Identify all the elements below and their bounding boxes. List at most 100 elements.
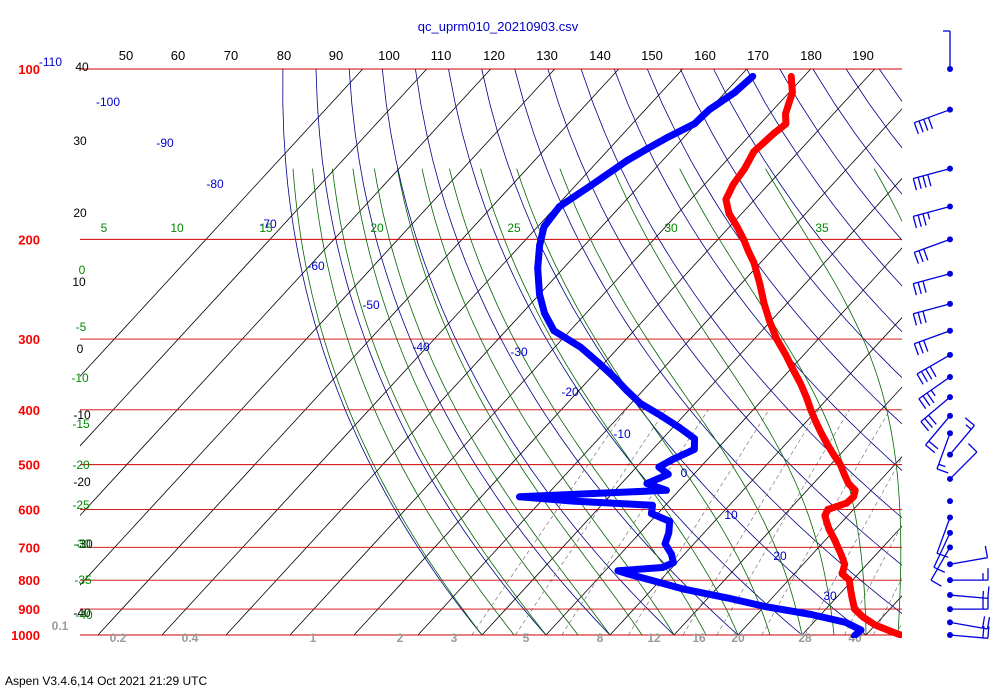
moist-adiabat-line <box>962 169 1000 635</box>
temperature-point <box>821 512 829 519</box>
mixing-ratio-label: 12 <box>647 631 661 645</box>
wind-barb-feather <box>967 443 978 453</box>
wind-barb-feather <box>912 283 918 296</box>
dewpoint-point <box>541 309 548 317</box>
wind-barb-feather <box>918 341 924 354</box>
dewpoint-point <box>637 400 644 407</box>
temperature-point <box>725 210 733 217</box>
top-axis-tick-label: 140 <box>589 48 611 63</box>
temperature-point <box>750 259 758 267</box>
left-axis-tick-label: -20 <box>73 475 91 489</box>
wind-barb-feather <box>913 122 920 135</box>
moist-adiabat-label: 25 <box>507 221 521 235</box>
wind-barb-feather <box>965 424 972 430</box>
sounding-series <box>516 72 902 638</box>
dewpoint-point <box>666 518 674 525</box>
dry-adiabat-line <box>282 68 483 636</box>
dewpoint-point <box>760 602 768 610</box>
wind-barb-feather <box>925 368 933 380</box>
mixing-ratio-label: 20 <box>731 631 745 645</box>
isotherm-label: -80 <box>206 177 224 191</box>
mixing-ratio-label: 0.4 <box>182 631 199 645</box>
dewpoint-point <box>675 424 683 431</box>
dry-adiabat-line <box>514 68 902 615</box>
top-axis-tick-label: -110 <box>39 55 62 69</box>
wind-barb-feather <box>987 586 990 599</box>
wind-barb-staff <box>913 303 951 315</box>
wind-barb-staff <box>914 109 951 124</box>
dewpoint-point <box>657 412 665 420</box>
wind-barb-feather <box>982 590 985 598</box>
wind-barb-feather <box>917 214 922 227</box>
wind-barb-feather <box>912 178 918 191</box>
temperature-point <box>825 525 833 533</box>
dewpoint-point <box>842 618 849 626</box>
dewpoint-point <box>680 585 688 593</box>
temperature-point <box>722 196 730 203</box>
temperature-point <box>740 235 747 243</box>
dewpoint-point <box>669 559 677 567</box>
dry-adiabat-line <box>646 68 902 425</box>
temperature-point <box>834 543 842 551</box>
isotherm-label: 0 <box>681 466 688 480</box>
wind-barb-station <box>947 498 953 505</box>
isotherm-line <box>80 68 556 586</box>
moist-adiabat-line <box>559 168 803 636</box>
wind-barb-feather <box>936 468 949 474</box>
moist-adiabat-line <box>765 168 902 636</box>
isotherm-label: -90 <box>156 136 174 150</box>
wind-barb-feather <box>923 340 929 352</box>
wind-barb-feather <box>922 395 931 407</box>
wind-barb-staff <box>949 621 988 630</box>
wind-barb-feather <box>933 566 946 573</box>
mixing-ratio-line <box>970 410 1000 635</box>
dry-adiabat-line <box>878 68 902 103</box>
wind-barb-feather <box>938 463 946 468</box>
wind-barb-staff <box>914 238 951 253</box>
moist-adiabat-label: -30 <box>73 537 91 551</box>
top-axis-tick-label: 70 <box>224 48 238 63</box>
wind-barb-feather <box>929 366 937 378</box>
wind-barb-feather <box>916 373 924 385</box>
wind-barb-staff <box>936 517 951 554</box>
dewpoint-point <box>705 106 713 114</box>
pressure-tick-label: 200 <box>18 232 40 247</box>
dry-adiabat-line <box>381 68 675 636</box>
wind-barb-feather <box>922 213 927 226</box>
wind-barb-feather <box>920 421 930 432</box>
wind-barb-column <box>912 30 991 639</box>
wind-barb-feather <box>927 174 932 187</box>
top-axis-tick-label: 80 <box>277 48 291 63</box>
dewpoint-point <box>644 144 652 152</box>
dewpoint-point <box>662 486 670 494</box>
isotherm-line <box>289 68 812 636</box>
dewpoint-point <box>540 223 548 231</box>
left-axis-tick-label: 0 <box>77 342 84 356</box>
temperature-point <box>789 366 797 374</box>
wind-barb-staff <box>936 432 951 470</box>
wind-barb-feather <box>920 371 928 383</box>
top-axis-tick-label: 150 <box>641 48 663 63</box>
wind-barb-feather <box>913 252 920 264</box>
isotherm-line <box>673 386 902 636</box>
isotherm-label: 10 <box>724 508 738 522</box>
moist-adiabat-line <box>396 168 643 636</box>
mixing-ratio-label: 0.2 <box>110 631 127 645</box>
isotherm-line <box>80 68 492 517</box>
isotherm-line <box>225 68 748 636</box>
dewpoint-point <box>623 387 631 395</box>
temperature-point <box>900 632 902 638</box>
dewpoint-point <box>624 570 632 578</box>
temperature-point <box>831 536 839 544</box>
pressure-tick-label: 1000 <box>11 628 40 643</box>
dewpoint-point <box>668 456 676 464</box>
moist-adiabat-line <box>292 168 483 636</box>
top-axis-tick-label: 110 <box>431 48 452 63</box>
moist-adiabat-label: 30 <box>664 221 678 235</box>
dewpoint-point <box>731 89 739 96</box>
temperature-point <box>871 621 879 629</box>
temperature-point <box>782 120 790 128</box>
dewpoint-point <box>850 632 858 638</box>
wind-barb-feather <box>924 417 933 428</box>
dewpoint-point <box>664 470 672 478</box>
